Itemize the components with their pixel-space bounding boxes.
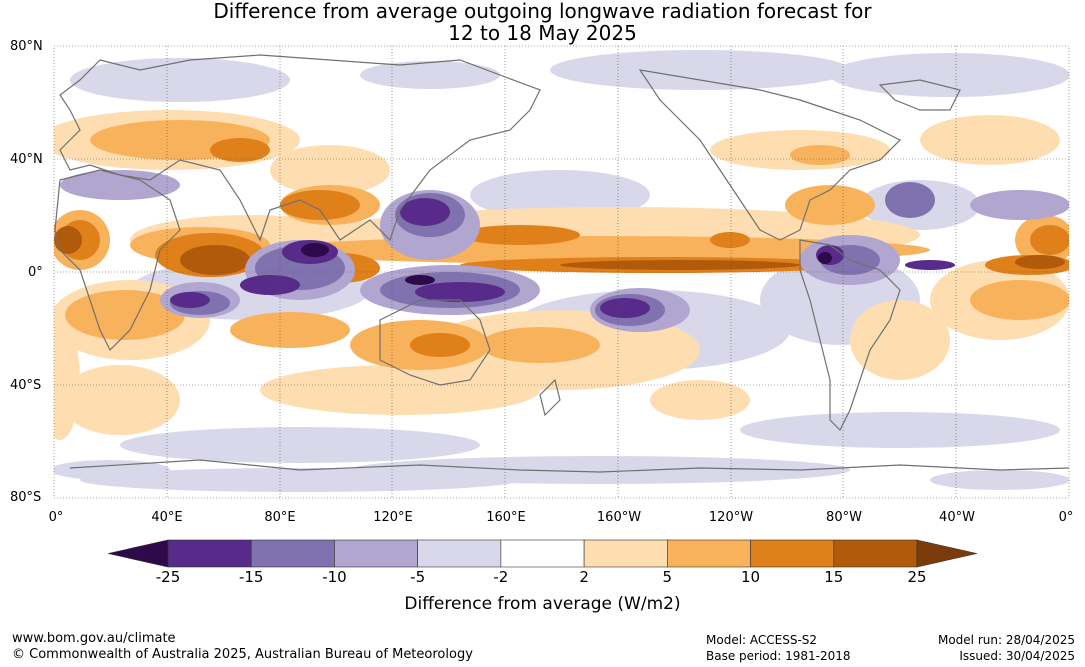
lon-label-160w: 160°W <box>596 510 642 525</box>
colorbar-label: Difference from average (W/m2) <box>404 594 681 614</box>
colorbar-arrow-high <box>916 539 978 568</box>
lat-label-40s: 40°S <box>10 378 42 393</box>
lon-label-0-end: 0° <box>1058 510 1074 525</box>
colorbar-swatch <box>250 539 335 568</box>
lon-label-80e: 80°E <box>264 510 296 525</box>
colorbar-tick-label: -2 <box>493 568 509 586</box>
map-title-line2: 12 to 18 May 2025 <box>448 21 637 45</box>
colorbar-swatch <box>167 539 252 568</box>
colorbar-tick-label: -15 <box>238 568 264 586</box>
footer-issued: Issued: 30/04/2025 <box>959 649 1075 663</box>
colorbar-swatch <box>417 539 502 568</box>
lon-label-120w: 120°W <box>708 510 754 525</box>
footer-copyright: © Commonwealth of Australia 2025, Austra… <box>12 647 473 662</box>
lon-label-0: 0° <box>48 510 64 525</box>
colorbar-arrow-low <box>107 539 169 568</box>
footer-base-period: Base period: 1981-2018 <box>706 649 851 663</box>
colorbar-swatch <box>583 539 668 568</box>
lon-label-160e: 160°E <box>486 510 526 525</box>
colorbar-tick-label: 2 <box>579 568 589 586</box>
colorbar-tick-label: -10 <box>322 568 347 586</box>
anomaly-field <box>54 46 1069 498</box>
lon-label-80w: 80°W <box>826 510 862 525</box>
lat-label-80s: 80°S <box>10 490 42 505</box>
colorbar-tick-label: 10 <box>741 568 761 586</box>
footer-model: Model: ACCESS-S2 <box>706 633 818 647</box>
colorbar-tick-label: -5 <box>410 568 426 586</box>
lat-label-80n: 80°N <box>10 39 43 54</box>
colorbar-swatch <box>667 539 751 568</box>
colorbar-swatch <box>833 539 918 568</box>
colorbar-tick-label: -25 <box>155 568 181 586</box>
footer-model-run: Model run: 28/04/2025 <box>937 633 1075 647</box>
colorbar <box>107 539 978 568</box>
map-title-line1: Difference from average outgoing longwav… <box>213 0 872 23</box>
colorbar-swatch <box>750 539 835 568</box>
lon-label-40e: 40°E <box>151 510 183 525</box>
colorbar-swatch <box>500 539 585 568</box>
lon-label-120e: 120°E <box>373 510 413 525</box>
colorbar-tick-label: 5 <box>662 568 673 586</box>
footer-url: www.bom.gov.au/climate <box>12 631 176 646</box>
colorbar-tick-label: 25 <box>907 568 927 586</box>
lon-label-40w: 40°W <box>939 510 975 525</box>
colorbar-swatch <box>334 539 418 568</box>
lat-label-40n: 40°N <box>10 152 43 167</box>
lat-label-equator: 0° <box>28 265 43 280</box>
colorbar-tick-label: 15 <box>824 568 844 586</box>
